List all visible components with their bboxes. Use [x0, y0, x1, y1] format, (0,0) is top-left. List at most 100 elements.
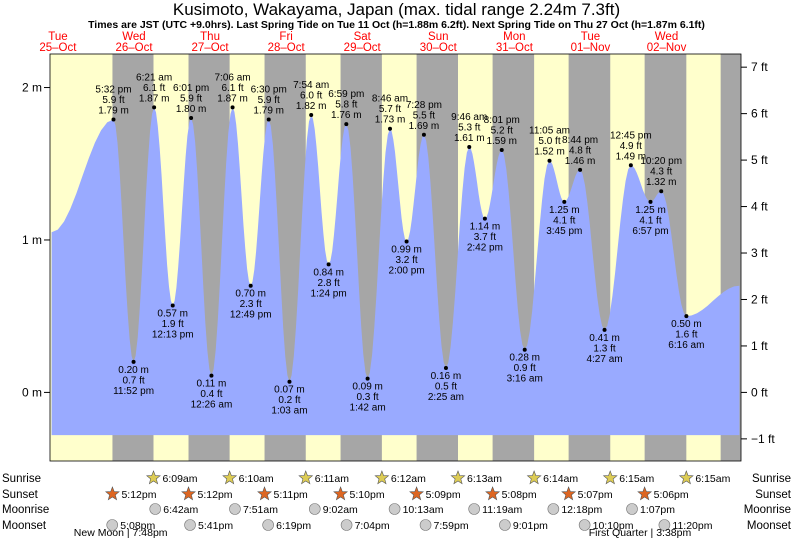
sunset-icon [561, 486, 577, 501]
moon-icon [149, 503, 162, 515]
tide-point [309, 112, 314, 117]
moon-icon [419, 519, 432, 531]
sunset-icon [333, 486, 349, 501]
day-date: 29–Oct [344, 42, 382, 54]
tide-label-time: 2:00 pm [389, 265, 425, 276]
moonset-time: 10:10pm [593, 520, 634, 532]
tide-label-time: 12:13 pm [152, 330, 194, 341]
day-name: Sat [354, 31, 372, 43]
tide-label-ft: 4.8 ft [569, 145, 591, 156]
tide-point [131, 359, 136, 364]
tide-point [266, 117, 271, 122]
sunrise-icon [602, 470, 618, 485]
tide-point [230, 105, 235, 110]
tide-label-ft: 1.3 ft [593, 343, 615, 354]
tide-label-ft: 0.7 ft [122, 375, 144, 386]
moon-phase-label: First Quarter | 3:38pm [589, 527, 692, 539]
tide-label-m-label: 0.57 m [157, 309, 188, 320]
moon-icon [578, 519, 591, 531]
sunrise-time: 6:13am [467, 473, 502, 485]
moon-icon [229, 503, 241, 515]
moon-icon [388, 503, 401, 515]
tide-label-ft: 3.2 ft [395, 255, 417, 266]
sunset-time: 5:12pm [198, 489, 233, 501]
tide-label-time: 8:46 am [372, 94, 408, 105]
moon-icon [340, 519, 353, 531]
day-date: 28–Oct [268, 42, 306, 54]
sunset-time: 5:12pm [121, 489, 156, 501]
day-name: Tue [48, 31, 67, 43]
tide-label-m-label: 1.32 m [646, 177, 677, 188]
sunset-time: 5:06pm [654, 489, 689, 501]
day-name: Wed [122, 31, 145, 43]
tide-label-time: 2:25 am [428, 392, 464, 403]
tide-label-ft: 0.2 ft [278, 395, 300, 406]
chart-title: Kusimoto, Wakayama, Japan (max. tidal ra… [172, 0, 621, 19]
tide-label-ft: 5.9 ft [102, 95, 124, 106]
y-right-tick-label: 0 ft [751, 385, 768, 399]
tide-label-time: 12:49 pm [230, 310, 272, 321]
tide-label-time: 11:05 am [529, 126, 570, 137]
tide-label-m-label: 1.25 m [549, 205, 580, 216]
tide-label-time: 6:30 pm [251, 85, 287, 96]
tide-label-time: 1:24 pm [311, 288, 347, 299]
sunrise-icon [374, 470, 390, 485]
row-label-moonrise-right: Moonrise [744, 504, 791, 516]
sunrise-icon [450, 470, 466, 485]
tide-point [547, 158, 552, 163]
moonset-time: 9:01pm [513, 520, 548, 532]
tide-point [578, 167, 583, 172]
sunset-time: 5:10pm [350, 489, 385, 501]
tide-point [522, 347, 527, 352]
tide-label-m-label: 1.14 m [470, 222, 501, 233]
tide-label-ft: 6.1 ft [221, 83, 243, 94]
tide-point [467, 144, 472, 149]
row-label-moonrise-left: Moonrise [2, 504, 49, 516]
sunrise-icon [298, 470, 314, 485]
tide-point [365, 376, 370, 381]
tide-point [602, 327, 607, 332]
tide-label-m-label: 1.25 m [635, 205, 666, 216]
tide-label-m-label: 1.69 m [409, 121, 440, 132]
sunrise-time: 6:14am [543, 473, 578, 485]
tide-label-time: 7:06 am [215, 72, 251, 83]
tide-point [344, 122, 349, 127]
sunset-time: 5:08pm [502, 489, 537, 501]
moonset-time: 5:08pm [120, 520, 155, 532]
moon-icon [308, 503, 321, 515]
tide-label-m-label: 0.99 m [391, 244, 422, 255]
tide-point [170, 303, 175, 308]
day-name: Fri [279, 31, 292, 43]
row-label-sunrise-left: Sunrise [2, 473, 41, 485]
plot-frame [49, 53, 742, 462]
tide-label-m-label: 1.80 m [176, 104, 207, 115]
moonrise-time: 9:02am [323, 504, 358, 516]
y-right-tick-label: 2 ft [751, 292, 768, 306]
y-right-tick-label: 3 ft [751, 246, 768, 260]
tide-point [248, 283, 253, 288]
row-label-sunset-left: Sunset [2, 489, 39, 501]
tide-label-time: 12:26 am [191, 400, 233, 411]
row-label-moonset-left: Moonset [2, 520, 47, 532]
day-date: 25–Oct [39, 42, 77, 54]
tide-label-ft: 0.5 ft [435, 382, 457, 393]
tide-point [111, 117, 116, 122]
tide-label-m-label: 0.84 m [313, 267, 344, 278]
sunset-icon [181, 486, 197, 501]
sunrise-icon [222, 470, 238, 485]
tide-point [421, 132, 426, 137]
tide-label-time: 7:28 pm [406, 100, 442, 111]
tide-point [499, 148, 504, 153]
sunset-time: 5:07pm [578, 489, 613, 501]
moon-icon [547, 503, 560, 515]
tide-label-ft: 4.1 ft [553, 215, 575, 226]
sunset-time: 5:09pm [426, 489, 461, 501]
day-date: 02–Nov [647, 42, 687, 54]
chart-subtitle: Times are JST (UTC +9.0hrs). Last Spring… [88, 19, 705, 31]
tide-label-m-label: 0.16 m [431, 371, 462, 382]
moonset-time: 7:59pm [434, 520, 469, 532]
moonset-time: 5:41pm [198, 520, 233, 532]
tide-label-m-label: 0.07 m [274, 385, 305, 396]
tide-label-ft: 3.7 ft [474, 232, 496, 243]
